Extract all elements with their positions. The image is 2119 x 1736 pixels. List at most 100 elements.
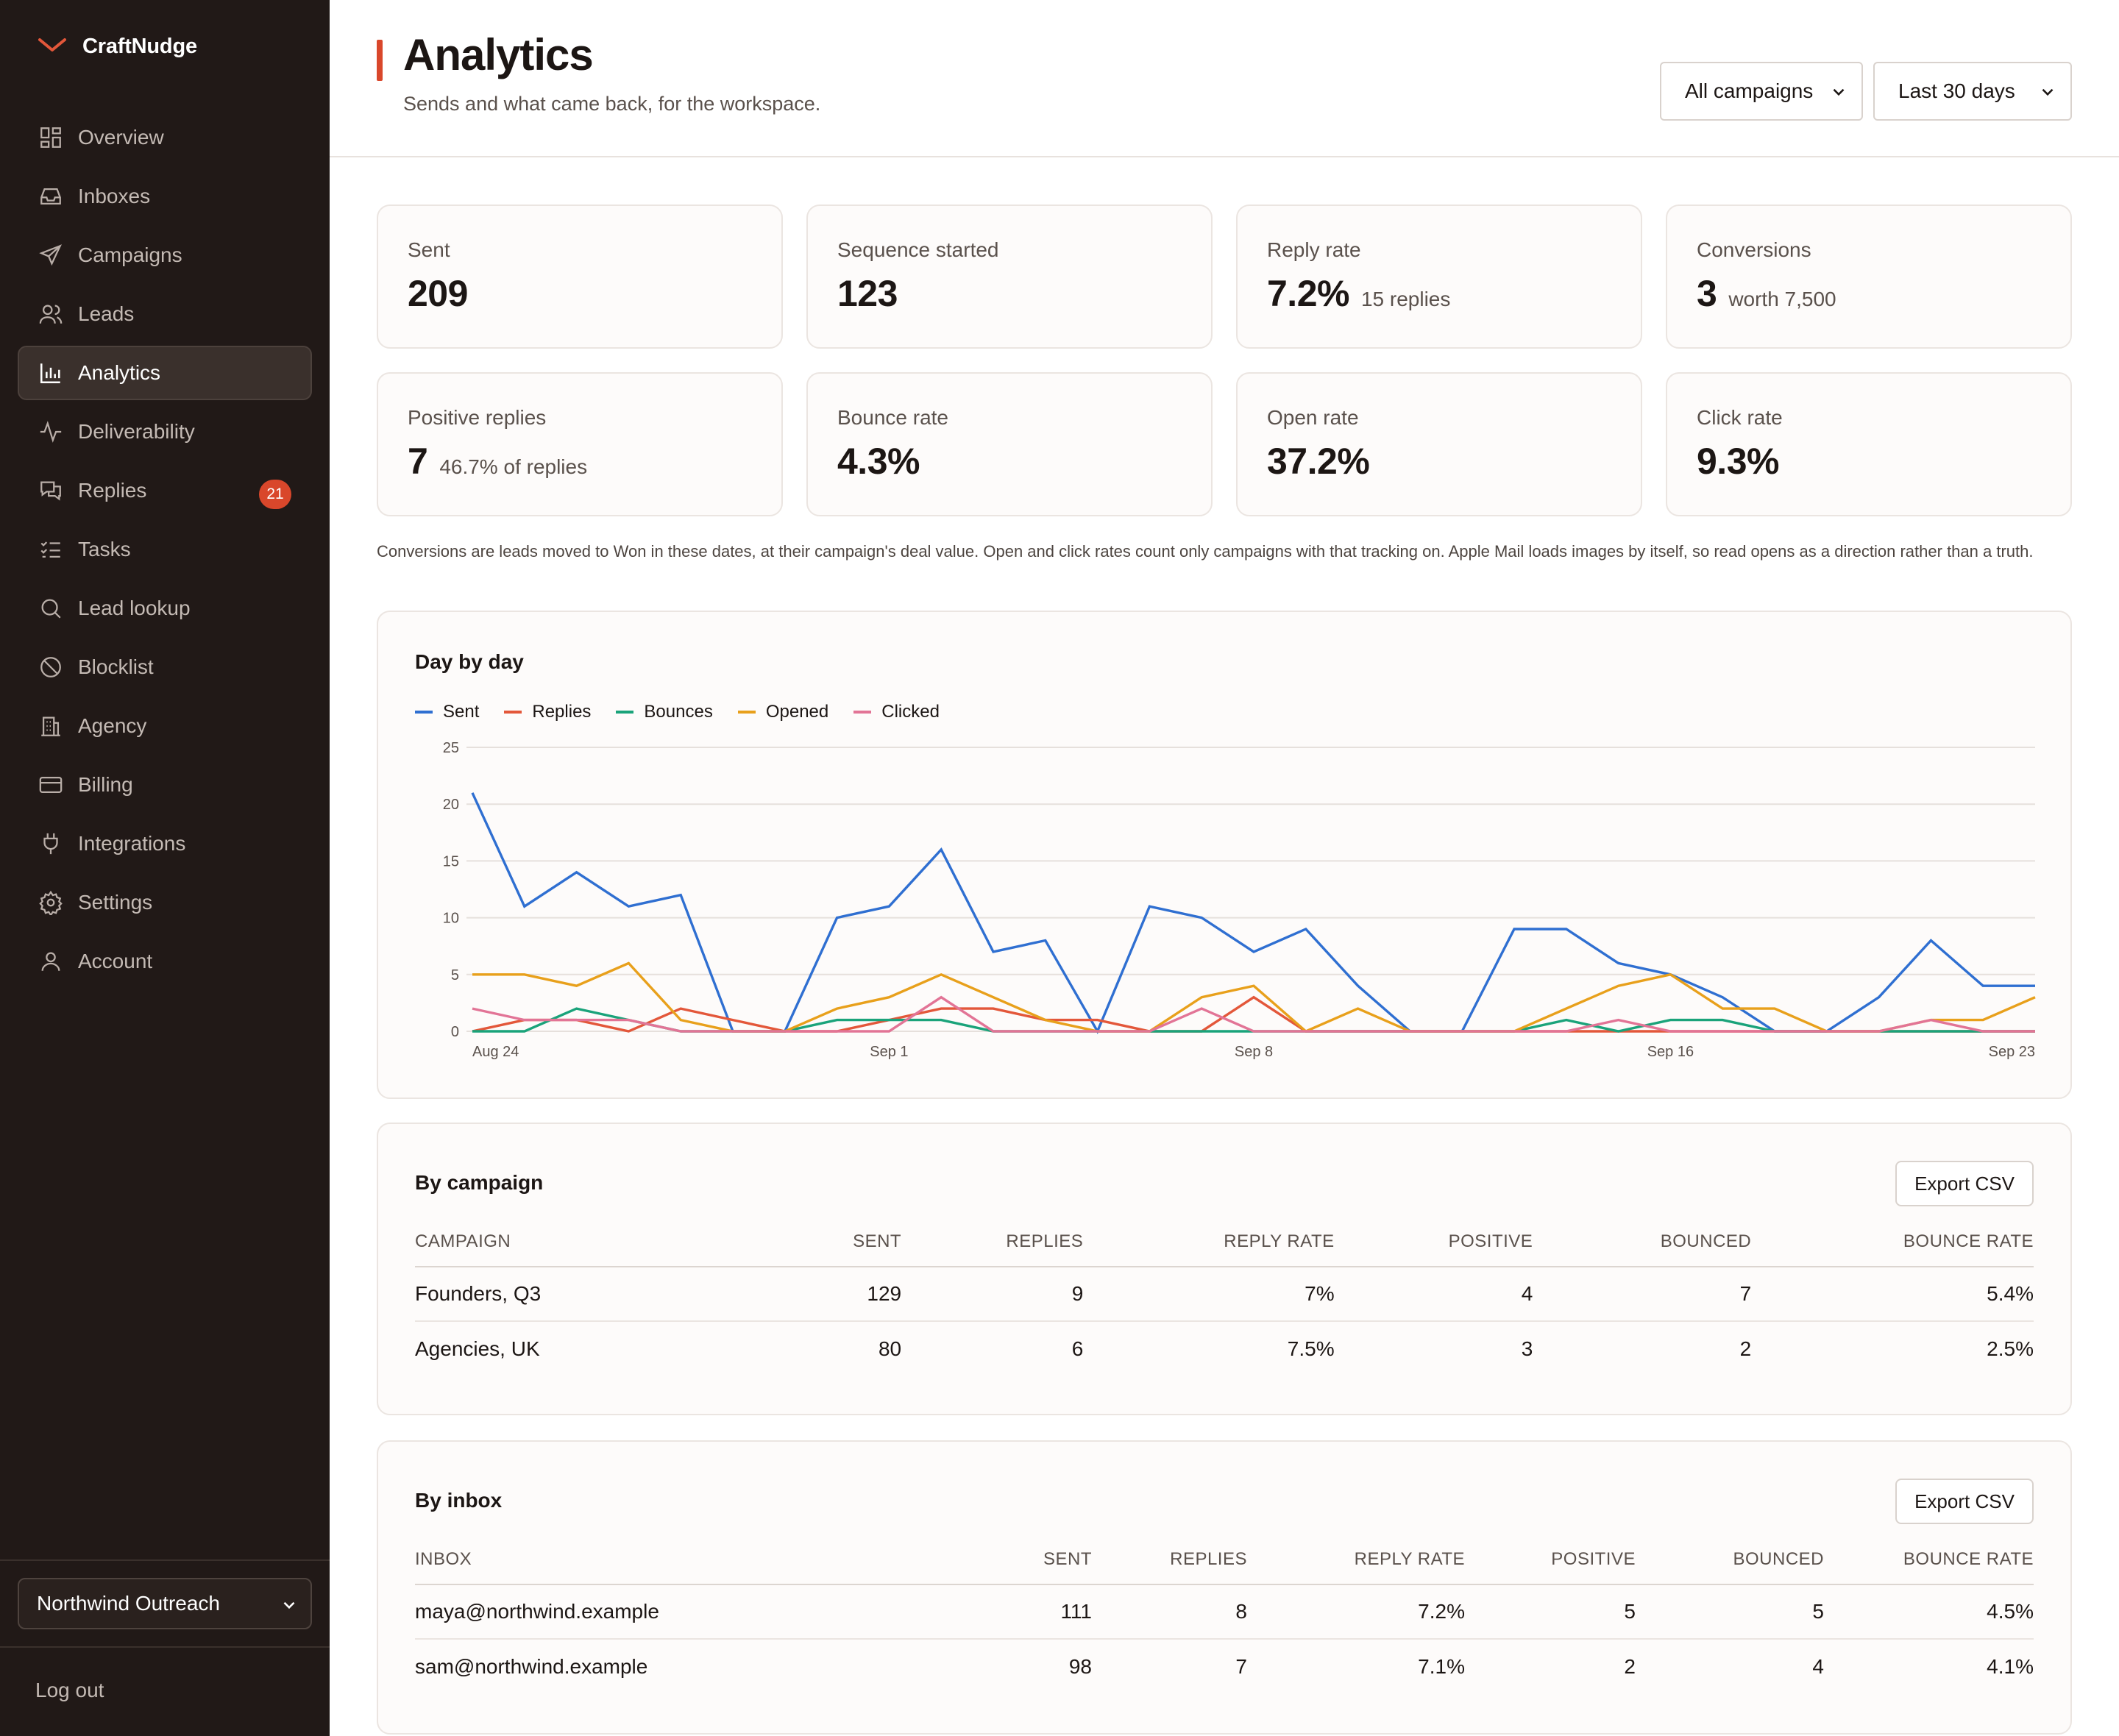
stat-note: worth 7,500 [1728,288,1836,310]
sidebar-item-campaigns[interactable]: Campaigns [18,228,312,282]
stat-note: 46.7% of replies [439,455,588,478]
stat-label: Open rate [1267,406,1359,429]
y-tick-label: 0 [451,1024,459,1040]
cell: sam@northwind.example [415,1654,648,1678]
campaign-table: CAMPAIGN SENT REPLIES REPLY RATE POSITIV… [415,1217,2034,1376]
user-icon [38,949,63,974]
cell: 6 [1071,1337,1084,1360]
stat-card-sequence-started: Sequence started 123 [806,204,1213,349]
cell: 5 [1636,1584,1824,1640]
sidebar-item-agency[interactable]: Agency [18,699,312,753]
column-header[interactable]: INBOX [415,1534,959,1585]
column-header[interactable]: POSITIVE [1334,1217,1533,1267]
logout-link[interactable]: Log out [35,1679,104,1701]
table-row[interactable]: maya@northwind.example 111 8 7.2% 5 5 4.… [415,1584,2034,1640]
analytics-footnote: Conversions are leads moved to Won in th… [377,542,2034,561]
workspace-select[interactable]: Northwind Outreach [18,1578,312,1629]
date-range-select[interactable]: Last 30 days [1873,62,2072,121]
column-header[interactable]: BOUNCED [1636,1534,1824,1585]
column-header[interactable]: BOUNCE RATE [1751,1217,2034,1267]
sidebar-item-blocklist[interactable]: Blocklist [18,640,312,694]
column-header[interactable]: SENT [959,1534,1092,1585]
brand[interactable]: CraftNudge [37,31,197,62]
cell: 7.5% [1287,1337,1335,1360]
sidebar-item-label: Settings [78,891,153,914]
cell: 4 [1812,1654,1824,1678]
export-csv-button[interactable]: Export CSV [1895,1479,2034,1524]
export-csv-button[interactable]: Export CSV [1895,1161,2034,1206]
sidebar-item-integrations[interactable]: Integrations [18,817,312,871]
cell: 129 [814,1267,902,1322]
divider [0,1559,330,1561]
cell: 98 [1068,1654,1092,1678]
page-header: Analytics Sends and what came back, for … [330,0,2119,157]
legend-swatch [504,711,522,714]
sidebar-item-tasks[interactable]: Tasks [18,522,312,577]
column-header[interactable]: REPLY RATE [1083,1217,1335,1267]
page-subtitle: Sends and what came back, for the worksp… [403,93,821,115]
chart-title: Day by day [415,650,524,673]
sidebar-item-label: Tasks [78,538,131,561]
stat-value: 9.3% [1697,441,1779,482]
cell: 2.5% [1987,1337,2034,1360]
column-header[interactable]: BOUNCE RATE [1824,1534,2034,1585]
stat-card-conversions: Conversions 3 worth 7,500 [1666,204,2072,349]
y-tick-label: 10 [443,911,459,927]
stat-value: 7 [408,441,428,482]
chevron-down-icon [2042,88,2054,96]
column-header[interactable]: REPLIES [901,1217,1084,1267]
table-row[interactable]: sam@northwind.example 98 7 7.1% 2 4 4.1% [415,1639,2034,1693]
stat-value: 123 [837,273,898,314]
sidebar-item-billing[interactable]: Billing [18,758,312,812]
sidebar-item-analytics[interactable]: Analytics [18,346,312,400]
ban-icon [38,655,63,680]
grid-icon [38,125,63,150]
legend-swatch [853,711,872,714]
search-icon [38,596,63,621]
column-header[interactable]: POSITIVE [1465,1534,1636,1585]
column-header[interactable]: REPLIES [1092,1534,1247,1585]
stat-value: 37.2% [1267,441,1370,482]
stat-value: 7.2% [1267,273,1349,314]
stat-label: Positive replies [408,406,547,429]
sidebar-item-leads[interactable]: Leads [18,287,312,341]
sidebar-item-deliverability[interactable]: Deliverability [18,405,312,459]
users-icon [38,302,63,327]
cell: 7% [1083,1267,1335,1322]
by-campaign-card: By campaign Export CSV CAMPAIGN SENT REP… [377,1123,2072,1415]
chat-icon [38,478,63,503]
sidebar-item-overview[interactable]: Overview [18,110,312,165]
sidebar: CraftNudge Overview Inboxes Campaigns Le… [0,0,330,1736]
campaign-filter-select[interactable]: All campaigns [1660,62,1863,121]
column-header[interactable]: SENT [814,1217,902,1267]
stat-card-bounce-rate: Bounce rate 4.3% [806,372,1213,516]
cell: 7.2% [1247,1584,1465,1640]
building-icon [38,714,63,739]
table-row[interactable]: Founders, Q3 129 9 7% 4 7 5.4% [415,1267,2034,1322]
cell: 4.1% [1987,1654,2034,1678]
chevron-down-icon [1833,88,1845,96]
cell: Agencies, UK [415,1337,540,1360]
column-header[interactable]: CAMPAIGN [415,1217,815,1267]
sidebar-item-label: Inboxes [78,185,151,207]
stat-card-sent: Sent 209 [377,204,783,349]
sidebar-item-account[interactable]: Account [18,934,312,989]
send-icon [38,243,63,268]
column-header[interactable]: BOUNCED [1533,1217,1752,1267]
cell: 80 [878,1337,902,1360]
campaign-filter-value: All campaigns [1685,79,1814,102]
sidebar-item-inboxes[interactable]: Inboxes [18,169,312,224]
stat-value: 4.3% [837,441,920,482]
column-header[interactable]: REPLY RATE [1247,1534,1465,1585]
sidebar-item-replies[interactable]: Replies 21 [18,463,312,518]
stat-card-reply-rate: Reply rate 7.2% 15 replies [1236,204,1642,349]
page-title: Analytics [403,30,594,79]
legend-swatch [737,711,756,714]
sidebar-item-lead-lookup[interactable]: Lead lookup [18,581,312,636]
table-row[interactable]: Agencies, UK 80 6 7.5% 3 2 2.5% [415,1321,2034,1376]
cell: maya@northwind.example [415,1584,959,1640]
sidebar-item-settings[interactable]: Settings [18,875,312,930]
legend-label: Bounces [644,702,713,722]
cell: 2 [1624,1654,1636,1678]
sidebar-item-label: Billing [78,773,133,796]
